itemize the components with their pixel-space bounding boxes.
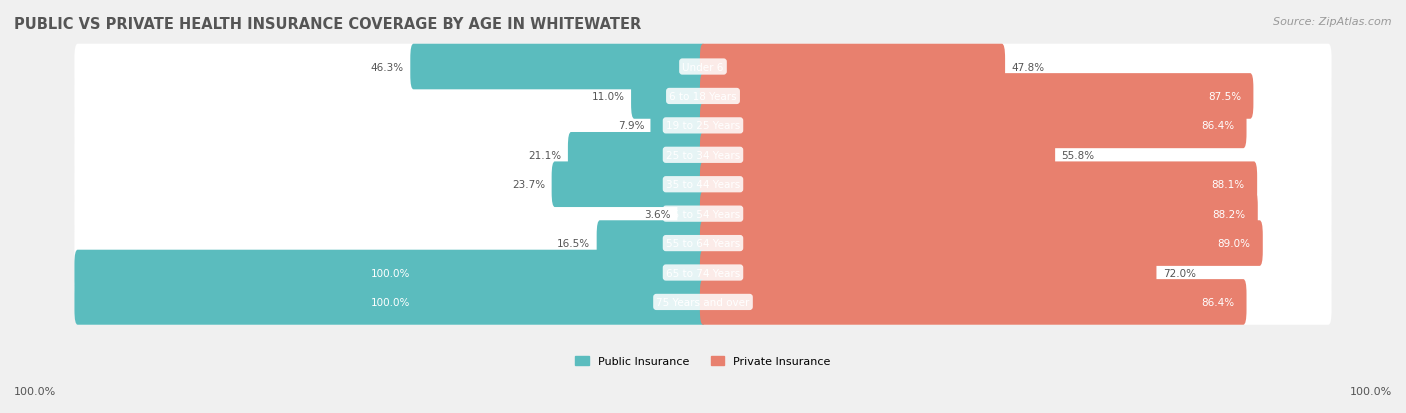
FancyBboxPatch shape	[75, 191, 1331, 237]
FancyBboxPatch shape	[411, 45, 706, 90]
FancyBboxPatch shape	[75, 280, 1331, 325]
FancyBboxPatch shape	[568, 133, 706, 178]
Text: PUBLIC VS PRIVATE HEALTH INSURANCE COVERAGE BY AGE IN WHITEWATER: PUBLIC VS PRIVATE HEALTH INSURANCE COVER…	[14, 17, 641, 31]
FancyBboxPatch shape	[700, 162, 1257, 207]
FancyBboxPatch shape	[75, 133, 1331, 178]
Text: 11.0%: 11.0%	[592, 92, 624, 102]
FancyBboxPatch shape	[700, 280, 1247, 325]
Text: 100.0%: 100.0%	[371, 297, 411, 307]
Text: 25 to 34 Years: 25 to 34 Years	[666, 150, 740, 160]
Text: 23.7%: 23.7%	[512, 180, 546, 190]
Text: 100.0%: 100.0%	[14, 387, 56, 396]
FancyBboxPatch shape	[75, 103, 1331, 149]
FancyBboxPatch shape	[700, 191, 1258, 237]
Text: 86.4%: 86.4%	[1201, 121, 1234, 131]
FancyBboxPatch shape	[75, 250, 706, 296]
Text: 86.4%: 86.4%	[1201, 297, 1234, 307]
FancyBboxPatch shape	[700, 221, 1263, 266]
FancyBboxPatch shape	[631, 74, 706, 119]
Text: Under 6: Under 6	[682, 62, 724, 72]
Text: 100.0%: 100.0%	[1350, 387, 1392, 396]
Text: 55 to 64 Years: 55 to 64 Years	[666, 238, 740, 249]
Text: 3.6%: 3.6%	[644, 209, 671, 219]
Text: 45 to 54 Years: 45 to 54 Years	[666, 209, 740, 219]
Text: 88.1%: 88.1%	[1212, 180, 1244, 190]
Text: 7.9%: 7.9%	[617, 121, 644, 131]
FancyBboxPatch shape	[551, 162, 706, 207]
Text: 21.1%: 21.1%	[529, 150, 561, 160]
Legend: Public Insurance, Private Insurance: Public Insurance, Private Insurance	[571, 352, 835, 371]
FancyBboxPatch shape	[700, 103, 1247, 149]
Text: 19 to 25 Years: 19 to 25 Years	[666, 121, 740, 131]
Text: Source: ZipAtlas.com: Source: ZipAtlas.com	[1274, 17, 1392, 26]
FancyBboxPatch shape	[75, 162, 1331, 207]
Text: 6 to 18 Years: 6 to 18 Years	[669, 92, 737, 102]
FancyBboxPatch shape	[700, 250, 1157, 296]
FancyBboxPatch shape	[651, 103, 706, 149]
FancyBboxPatch shape	[700, 45, 1005, 90]
FancyBboxPatch shape	[678, 191, 706, 237]
FancyBboxPatch shape	[75, 250, 1331, 296]
Text: 88.2%: 88.2%	[1212, 209, 1246, 219]
FancyBboxPatch shape	[75, 221, 1331, 266]
Text: 47.8%: 47.8%	[1011, 62, 1045, 72]
Text: 75 Years and over: 75 Years and over	[657, 297, 749, 307]
Text: 72.0%: 72.0%	[1163, 268, 1195, 278]
Text: 87.5%: 87.5%	[1208, 92, 1241, 102]
Text: 35 to 44 Years: 35 to 44 Years	[666, 180, 740, 190]
Text: 55.8%: 55.8%	[1062, 150, 1094, 160]
Text: 46.3%: 46.3%	[371, 62, 404, 72]
FancyBboxPatch shape	[75, 280, 706, 325]
Text: 16.5%: 16.5%	[557, 238, 591, 249]
FancyBboxPatch shape	[75, 74, 1331, 119]
FancyBboxPatch shape	[700, 133, 1054, 178]
Text: 100.0%: 100.0%	[371, 268, 411, 278]
FancyBboxPatch shape	[75, 45, 1331, 90]
FancyBboxPatch shape	[700, 74, 1253, 119]
Text: 89.0%: 89.0%	[1218, 238, 1250, 249]
Text: 65 to 74 Years: 65 to 74 Years	[666, 268, 740, 278]
FancyBboxPatch shape	[596, 221, 706, 266]
